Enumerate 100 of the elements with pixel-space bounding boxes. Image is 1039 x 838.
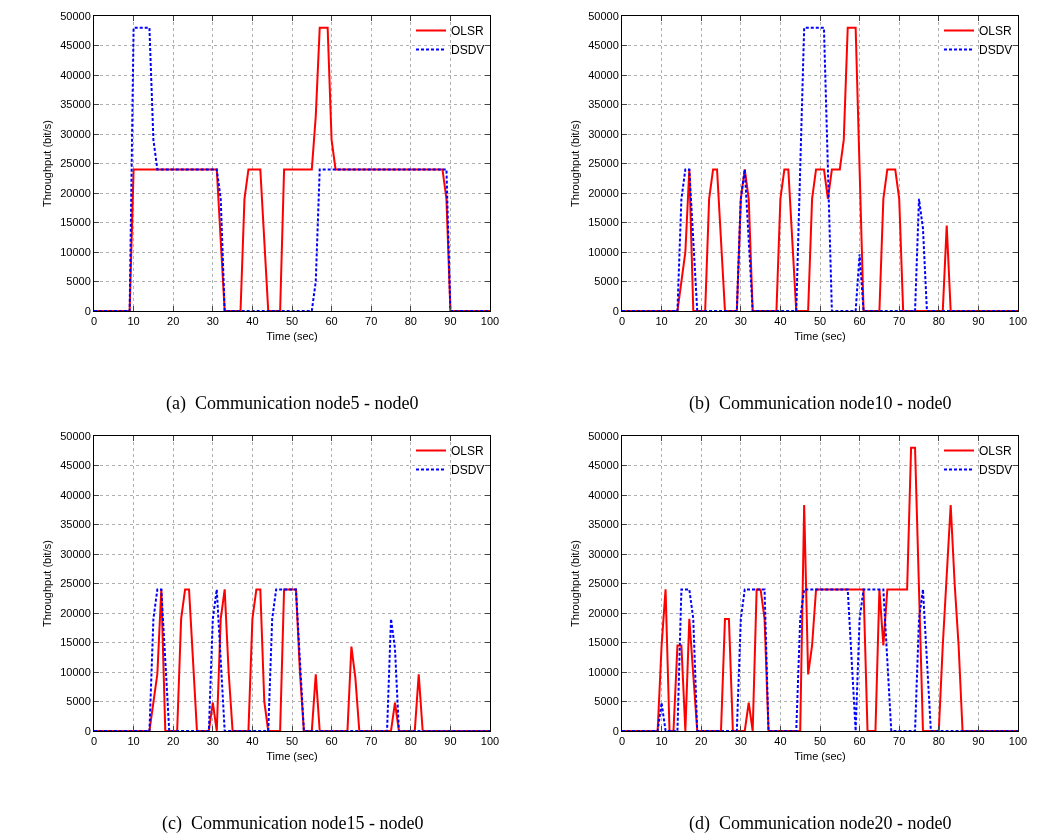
x-tick-label: 90: [444, 315, 457, 328]
y-tick-label: 10000: [60, 665, 91, 678]
x-tick-label: 100: [480, 315, 500, 328]
x-tick-label: 60: [325, 315, 338, 328]
x-tick-label: 50: [285, 315, 299, 328]
y-tick-label: 30000: [60, 547, 91, 560]
y-tick-label: 20000: [60, 606, 91, 619]
y-tick-label: 50000: [588, 9, 619, 22]
y-tick-label: 50000: [588, 429, 619, 442]
x-tick-label: 90: [444, 735, 457, 748]
y-tick-label: 15000: [60, 636, 91, 649]
x-tick-label: 90: [972, 735, 985, 748]
y-tick-label: 25000: [60, 157, 91, 170]
y-tick-label: 25000: [60, 577, 91, 590]
y-tick-label: 15000: [588, 636, 619, 649]
line-series: [622, 588, 1018, 731]
x-tick-label: 30: [206, 735, 219, 748]
y-tick-label: 35000: [588, 98, 619, 111]
x-tick-label: 50: [813, 315, 827, 328]
x-tick-label: 30: [734, 735, 747, 748]
x-tick-label: 80: [404, 735, 417, 748]
y-tick-label: 40000: [588, 68, 619, 81]
x-tick-label: 60: [853, 315, 866, 328]
x-tick-label: 50: [813, 735, 827, 748]
y-tick-label: 10000: [588, 245, 619, 258]
text: (d) Communication node20 - node0: [689, 813, 952, 834]
y-tick-label: 30000: [60, 127, 91, 140]
legend-label: OLSR: [979, 444, 1013, 459]
x-tick-label: 80: [932, 735, 945, 748]
legend-label: DSDV: [451, 43, 485, 58]
y-tick-label: 0: [84, 724, 91, 737]
legend-label: OLSR: [451, 444, 485, 459]
y-tick-label: 45000: [60, 39, 91, 52]
x-tick-label: 80: [404, 315, 417, 328]
x-axis-title: Time (sec): [266, 750, 318, 763]
x-tick-label: 10: [127, 315, 140, 328]
x-tick-label: 70: [893, 735, 906, 748]
line-series: [94, 26, 490, 311]
y-tick-label: 15000: [588, 216, 619, 229]
y-axis-title: Throughput (bit/s): [40, 120, 53, 207]
x-tick-label: 20: [695, 315, 708, 328]
y-tick-label: 5000: [66, 275, 91, 288]
x-tick-label: 20: [167, 735, 180, 748]
y-tick-label: 35000: [588, 518, 619, 531]
legend-label: DSDV: [451, 463, 485, 478]
line-series: [622, 26, 1018, 311]
y-tick-label: 5000: [594, 275, 619, 288]
y-tick-label: 10000: [588, 665, 619, 678]
x-tick-label: 60: [325, 735, 338, 748]
y-tick-label: 40000: [60, 68, 91, 81]
line-series: [94, 588, 490, 731]
x-tick-label: 60: [853, 735, 866, 748]
x-axis-title: Time (sec): [266, 330, 318, 343]
x-tick-label: 10: [127, 735, 140, 748]
x-tick-label: 80: [932, 315, 945, 328]
x-tick-label: 20: [695, 735, 708, 748]
x-tick-label: 100: [1008, 315, 1028, 328]
x-tick-label: 10: [655, 735, 668, 748]
y-tick-label: 0: [612, 724, 619, 737]
y-tick-label: 5000: [594, 695, 619, 708]
x-tick-label: 90: [972, 315, 985, 328]
y-tick-label: 35000: [60, 98, 91, 111]
x-tick-label: 100: [480, 735, 500, 748]
y-tick-label: 15000: [60, 216, 91, 229]
y-tick-label: 30000: [588, 547, 619, 560]
x-tick-label: 40: [774, 315, 787, 328]
x-tick-label: 40: [246, 315, 259, 328]
x-tick-label: 20: [167, 315, 180, 328]
y-tick-label: 30000: [588, 127, 619, 140]
text: (b) Communication node10 - node0: [689, 393, 952, 414]
y-tick-label: 35000: [60, 518, 91, 531]
y-axis-title: Throughput (bit/s): [568, 540, 581, 627]
x-axis-title: Time (sec): [794, 330, 846, 343]
x-tick-label: 50: [285, 735, 299, 748]
legend-label: DSDV: [979, 43, 1013, 58]
y-tick-label: 40000: [60, 488, 91, 501]
legend-label: OLSR: [979, 24, 1013, 39]
x-tick-label: 40: [246, 735, 259, 748]
y-tick-label: 45000: [588, 459, 619, 472]
x-tick-label: 100: [1008, 735, 1028, 748]
line-series: [622, 446, 1018, 731]
y-tick-label: 45000: [60, 459, 91, 472]
x-tick-label: 30: [734, 315, 747, 328]
y-tick-label: 20000: [60, 186, 91, 199]
legend-label: OLSR: [451, 24, 485, 39]
y-tick-label: 0: [612, 304, 619, 317]
y-tick-label: 45000: [588, 39, 619, 52]
text: (a) Communication node5 - node0: [166, 393, 419, 414]
y-tick-label: 50000: [60, 429, 91, 442]
y-tick-label: 5000: [66, 695, 91, 708]
y-tick-label: 40000: [588, 488, 619, 501]
y-tick-label: 20000: [588, 186, 619, 199]
text: (c) Communication node15 - node0: [162, 813, 424, 834]
y-tick-label: 10000: [60, 245, 91, 258]
x-tick-label: 10: [655, 315, 668, 328]
x-tick-label: 70: [365, 735, 378, 748]
legend-label: DSDV: [979, 463, 1013, 478]
y-tick-label: 25000: [588, 577, 619, 590]
y-tick-label: 50000: [60, 9, 91, 22]
x-axis-title: Time (sec): [794, 750, 846, 763]
